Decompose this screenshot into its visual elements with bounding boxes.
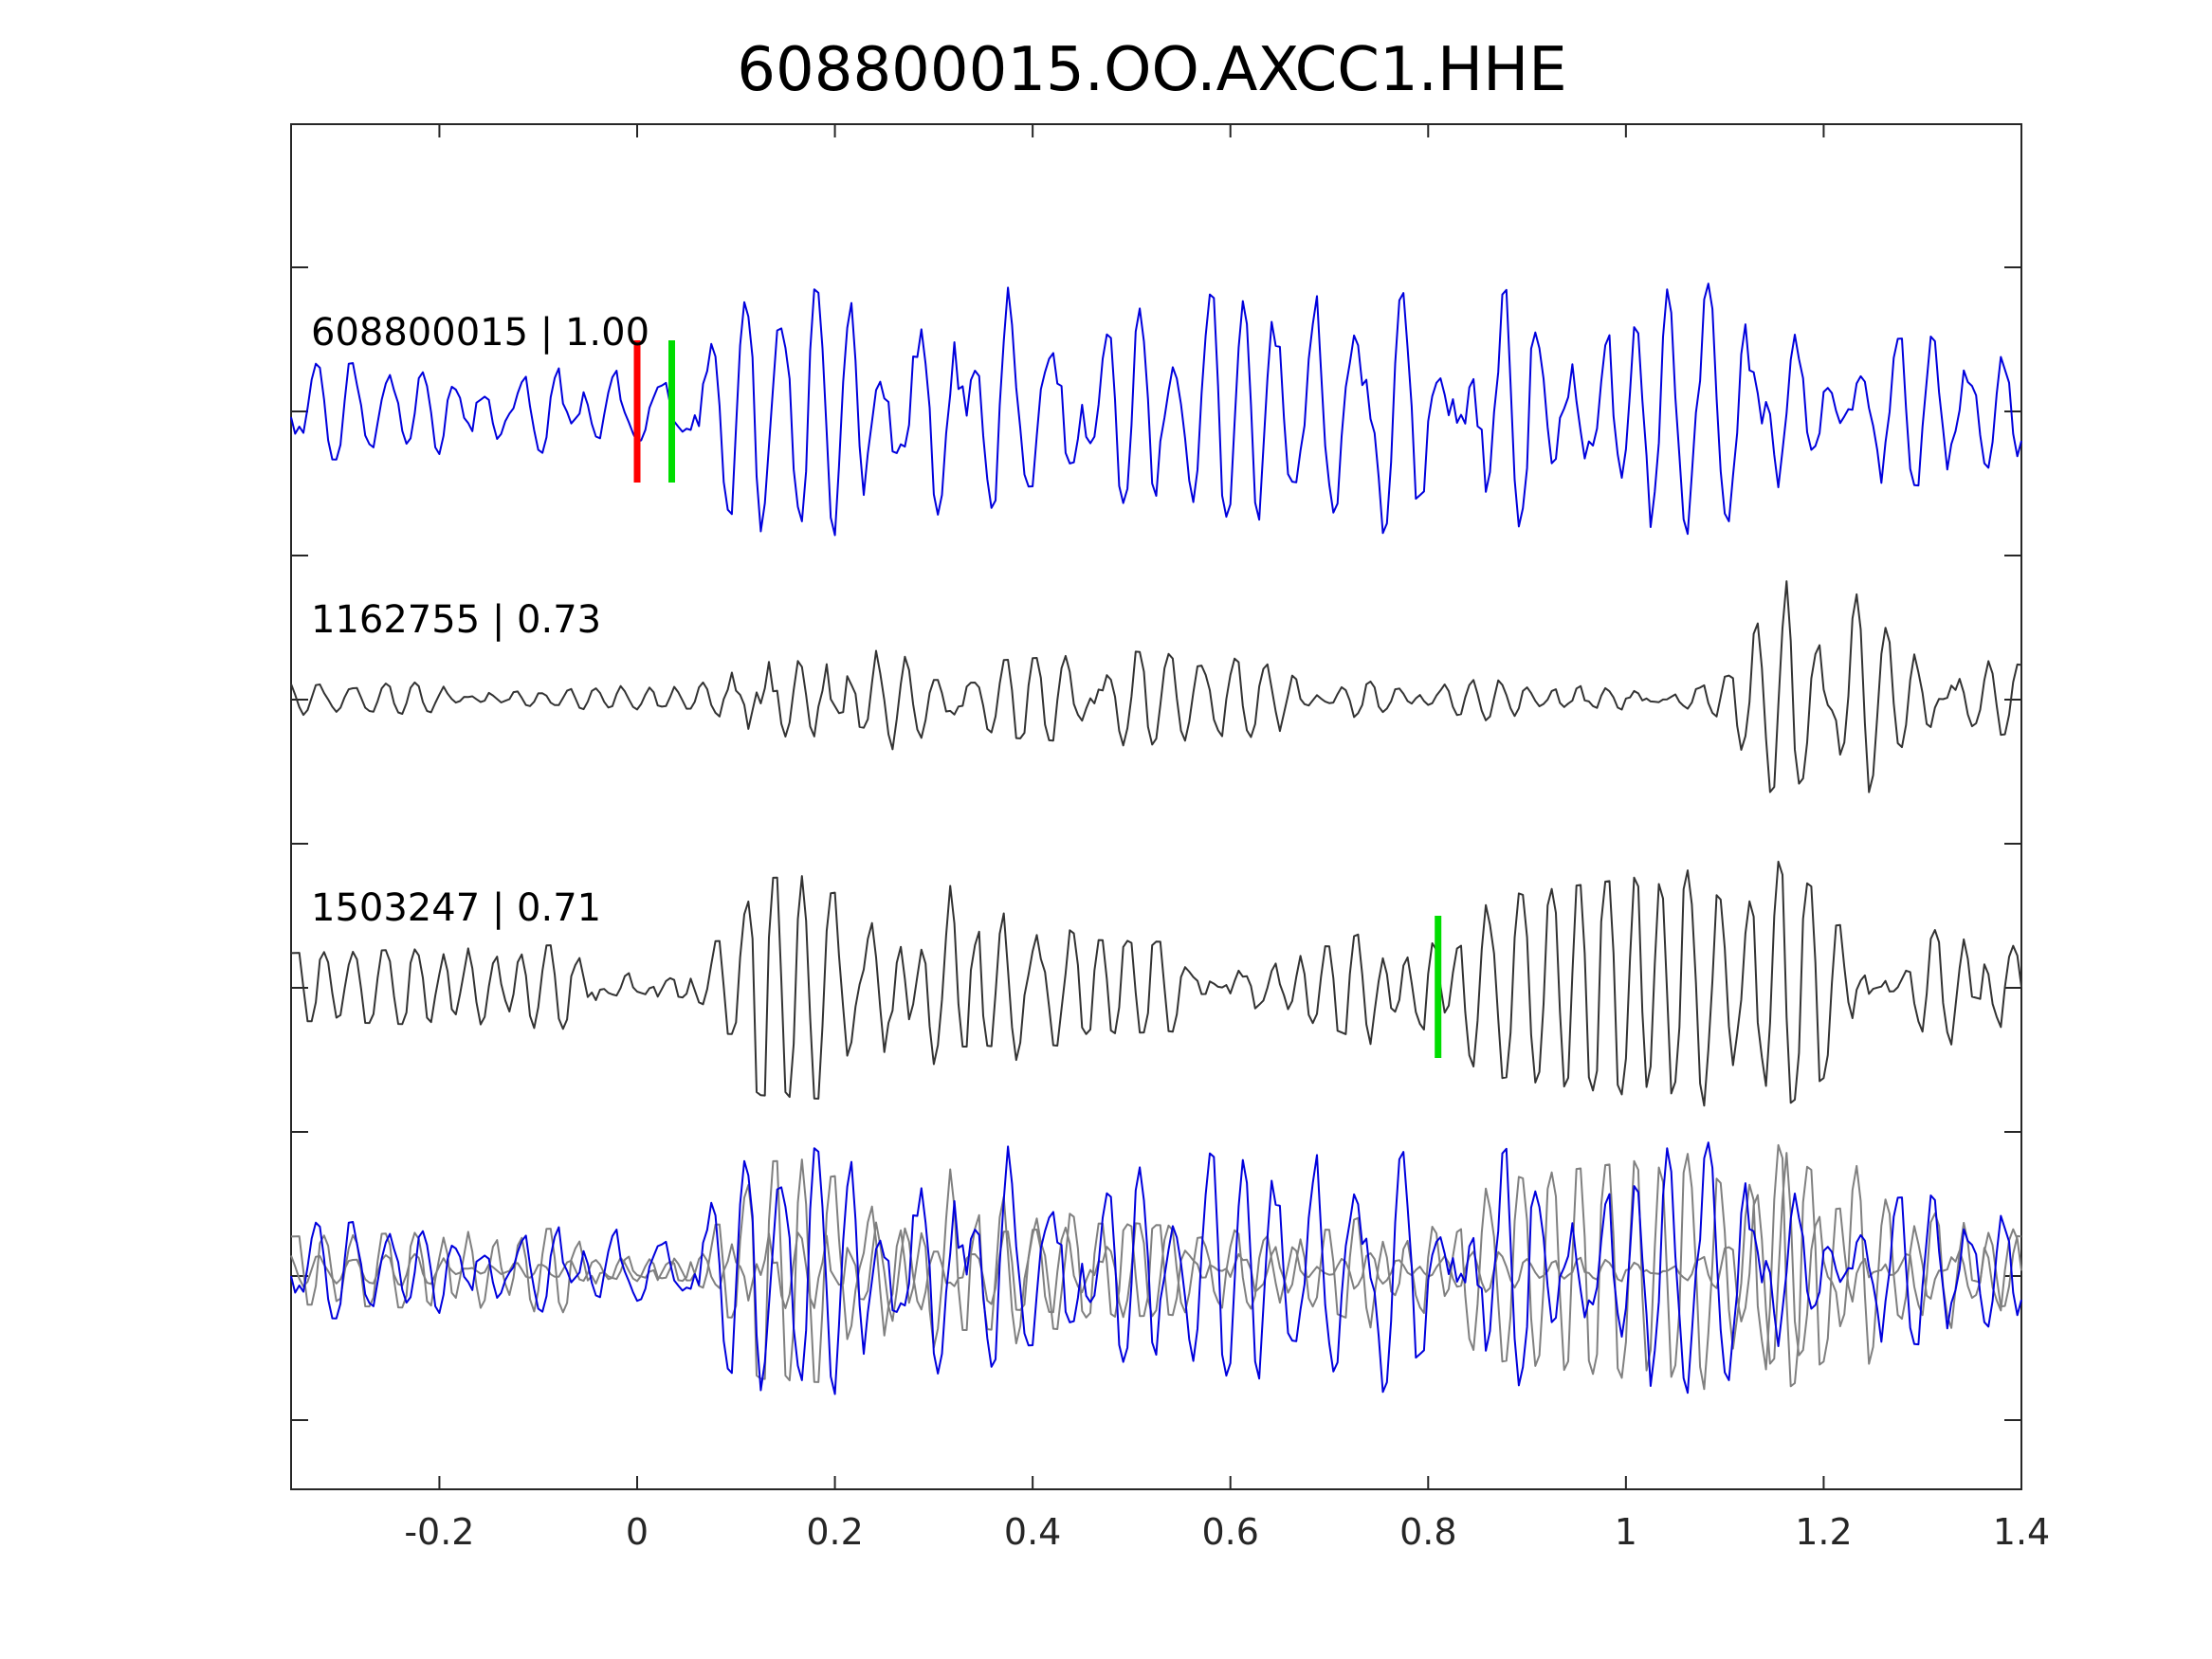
trace-group [290,283,2022,1395]
trace-line-1503247 [290,860,2022,1107]
x-tick-label: 0.4 [1004,1511,1061,1553]
trace-label: 1162755 | 0.73 [311,598,601,642]
trace-label: 1503247 | 0.71 [311,886,601,930]
x-tick-label: 1 [1615,1511,1637,1553]
overlay-line-1162755 [290,1152,2022,1365]
x-tick-label: 0.8 [1399,1511,1456,1553]
chart-title: 608800015.OO.AXCC1.HHE [737,35,1566,105]
x-tick-label: 0.6 [1201,1511,1258,1553]
x-tick-label: 0 [626,1511,649,1553]
trace-line-1162755 [290,580,2022,793]
trace-line-608800015 [290,283,2022,537]
x-axis: -0.2 0 0.2 0.4 0.6 0.8 1 1.2 1.4 [404,124,2050,1553]
x-tick-label: 1.4 [1993,1511,2050,1553]
x-tick-label: -0.2 [404,1511,474,1553]
y-axis-ticks [291,266,2021,1421]
trace-labels: 608800015 | 1.00 1162755 | 0.73 1503247 | … [311,311,649,930]
x-tick-label: 1.2 [1795,1511,1852,1553]
overlay-line-1503247 [290,1143,2022,1391]
x-tick-label: 0.2 [806,1511,863,1553]
plot-frame [290,123,2022,1490]
overlay-line-608800015 [290,1141,2022,1395]
trace-label: 608800015 | 1.00 [311,311,649,355]
